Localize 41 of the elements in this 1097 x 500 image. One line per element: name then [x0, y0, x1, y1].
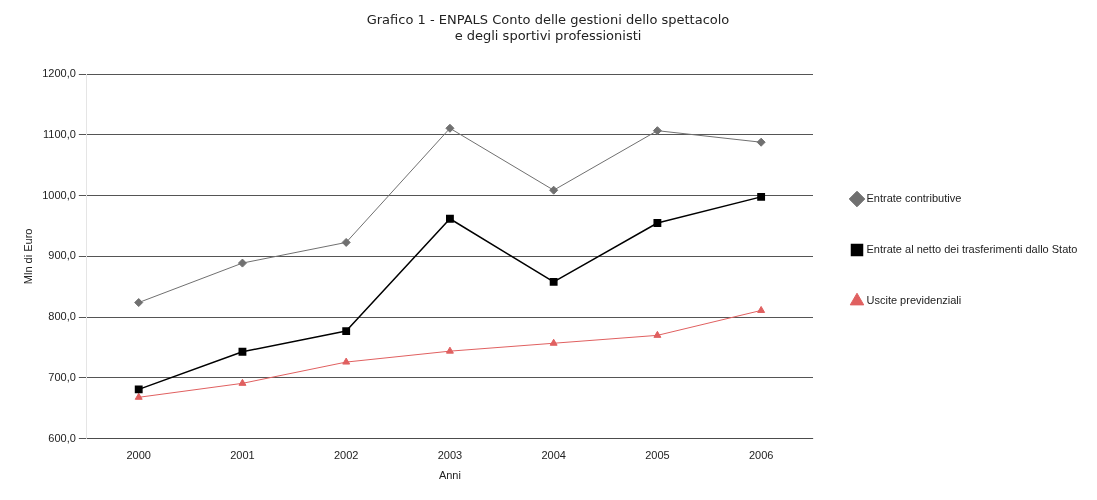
y-tick-label: 1200,0 — [42, 67, 76, 80]
point — [549, 185, 559, 195]
point — [653, 330, 662, 338]
chart-title: Grafico 1 - ENPALS Conto delle gestioni dello spettacolo e degli sportivi professionisti — [366, 12, 730, 43]
point — [653, 219, 662, 227]
point — [549, 338, 558, 346]
x-tick-label: 2006 — [748, 449, 774, 462]
point — [445, 123, 455, 133]
point — [238, 378, 247, 386]
y-tick-label: 700,0 — [48, 370, 76, 383]
y-tick-label: 600,0 — [48, 431, 76, 444]
point — [756, 137, 766, 147]
y-axis-title: Mln di Euro — [21, 228, 34, 285]
point — [134, 298, 144, 308]
x-tick-label: 2003 — [437, 449, 463, 462]
y-tick-label: 1100,0 — [43, 127, 76, 140]
point — [342, 357, 351, 365]
point — [237, 258, 247, 268]
point — [757, 192, 766, 201]
point — [652, 126, 662, 136]
point — [549, 277, 558, 286]
point — [445, 214, 454, 223]
legend-label: Entrate al netto dei trasferimenti dallo Stato — [866, 243, 1078, 256]
x-tick-label: 2000 — [126, 449, 151, 462]
y-tick-label: 1000,0 — [42, 188, 76, 201]
x-axis-title: Anni — [438, 469, 461, 482]
point — [134, 392, 143, 400]
legend-label: Entrate contributive — [866, 192, 962, 205]
point — [238, 347, 247, 356]
x-tick-label: 2005 — [645, 449, 670, 462]
point — [341, 237, 351, 247]
point — [134, 385, 143, 394]
point — [445, 346, 454, 354]
y-tick-label: 800,0 — [48, 310, 76, 323]
legend-label: Uscite previdenziali — [866, 294, 962, 307]
x-tick-label: 2002 — [333, 449, 359, 462]
x-tick-label: 2001 — [230, 449, 255, 462]
point — [342, 327, 351, 336]
y-tick-label: 900,0 — [48, 249, 76, 262]
point — [757, 305, 766, 313]
x-tick-label: 2004 — [541, 449, 566, 462]
